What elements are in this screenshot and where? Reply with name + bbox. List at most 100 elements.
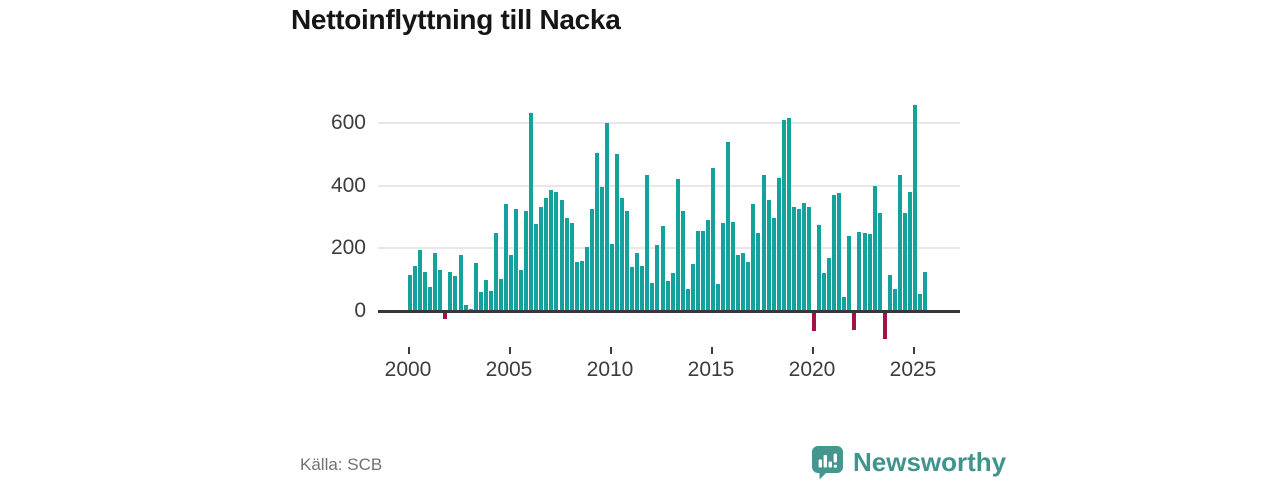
bar-2014Q4 [705,220,710,311]
bar-2021Q4 [847,236,852,311]
bar-2013Q2 [675,179,680,311]
x-axis-tick-2025 [913,347,915,354]
bar-2001Q2 [433,252,438,311]
bar-2020Q4 [827,257,832,311]
x-axis-zero-line [378,310,960,313]
bar-2009Q3 [599,187,604,311]
gridline-y-600 [378,121,960,124]
x-axis-tick-2000 [408,347,410,354]
bar-2022Q2 [857,231,862,311]
bar-2000Q1 [408,274,412,311]
bar-2006Q1 [529,113,534,311]
bar-2006Q4 [544,198,549,311]
bar-2023Q3 [882,312,887,340]
bar-2008Q2 [574,262,579,311]
bar-2005Q4 [524,210,529,311]
bar-2009Q4 [604,122,609,311]
x-axis-label-2005: 2005 [485,358,533,381]
bar-2015Q2 [716,284,721,311]
bar-2024Q1 [892,289,897,311]
x-axis-tick-2005 [509,347,511,354]
bar-2024Q3 [902,212,907,311]
bar-2017Q1 [751,204,756,311]
bar-2018Q3 [781,119,786,311]
bar-2012Q3 [660,226,665,311]
bar-2011Q2 [635,252,640,311]
y-axis-label-600: 600 [330,110,366,134]
bar-2022Q4 [867,234,872,311]
y-axis-label-400: 400 [330,173,366,197]
bar-2000Q4 [423,271,428,311]
x-axis-label-2015: 2015 [687,358,735,381]
bar-chart-bubble-icon [810,444,845,480]
bar-2007Q2 [554,191,559,311]
bar-2023Q1 [872,185,877,311]
bar-2013Q3 [680,210,685,311]
x-axis-label-2000: 2000 [384,358,432,381]
bar-2000Q2 [413,265,418,311]
bar-2004Q1 [488,290,493,311]
bar-2025Q3 [923,272,928,311]
bar-2023Q4 [887,274,892,311]
bar-2016Q2 [736,254,741,311]
bar-2018Q4 [786,118,791,311]
bar-2020Q3 [822,273,827,311]
newsworthy-logo: Newsworthy [810,444,1006,480]
bar-2009Q2 [594,152,599,311]
bar-2020Q2 [817,224,822,311]
bar-2014Q3 [700,230,705,311]
x-axis-tick-2010 [610,347,612,354]
bar-2002Q1 [448,271,453,311]
bar-2002Q4 [463,304,468,311]
bar-2011Q3 [640,265,645,311]
bar-2012Q1 [650,282,655,311]
bar-2023Q2 [877,212,882,311]
bar-2020Q1 [812,312,816,332]
bar-2024Q4 [907,191,912,311]
gridline-y-400 [378,184,960,187]
x-axis-tick-2020 [812,347,814,354]
bar-2015Q4 [726,141,731,311]
bar-2004Q3 [498,278,503,311]
bar-2003Q3 [478,291,483,311]
bar-2005Q3 [519,269,524,311]
x-axis-label-2020: 2020 [788,358,836,381]
x-axis-label-2010: 2010 [586,358,634,381]
bar-2013Q1 [670,273,675,311]
bar-2003Q2 [473,262,478,311]
bar-2001Q1 [428,287,433,311]
brand-name: Newsworthy [853,446,1007,477]
y-axis-label-200: 200 [330,236,366,260]
bar-2021Q1 [832,194,837,311]
bar-2012Q4 [665,281,670,311]
bar-2017Q4 [766,199,771,311]
bar-2001Q3 [438,270,443,311]
bar-2019Q4 [806,207,811,311]
x-axis-tick-2015 [711,347,713,354]
bar-2005Q1 [509,254,513,311]
bar-2013Q4 [685,289,690,311]
bar-2021Q2 [837,193,842,311]
bar-2002Q3 [458,255,463,311]
bar-2024Q2 [897,175,902,311]
bar-2004Q4 [503,204,508,311]
bar-2018Q1 [771,218,776,311]
bar-2011Q4 [645,174,650,311]
bar-2000Q3 [418,249,423,311]
bar-2010Q4 [625,211,630,311]
bar-2002Q2 [453,275,458,311]
y-axis-label-0: 0 [354,299,366,322]
bar-2003Q4 [483,280,488,311]
bar-2022Q1 [852,312,857,330]
bar-2010Q3 [620,198,625,311]
bar-2016Q1 [731,221,736,311]
bar-2008Q3 [579,261,584,311]
bar-2019Q3 [801,202,806,311]
bar-2004Q2 [493,232,498,311]
bar-2025Q1 [913,105,917,311]
bar-2010Q2 [615,154,620,311]
bar-2015Q1 [711,168,715,311]
source-caption: Källa: SCB [300,455,383,474]
bar-2010Q1 [610,243,614,311]
bar-2025Q2 [918,293,923,311]
